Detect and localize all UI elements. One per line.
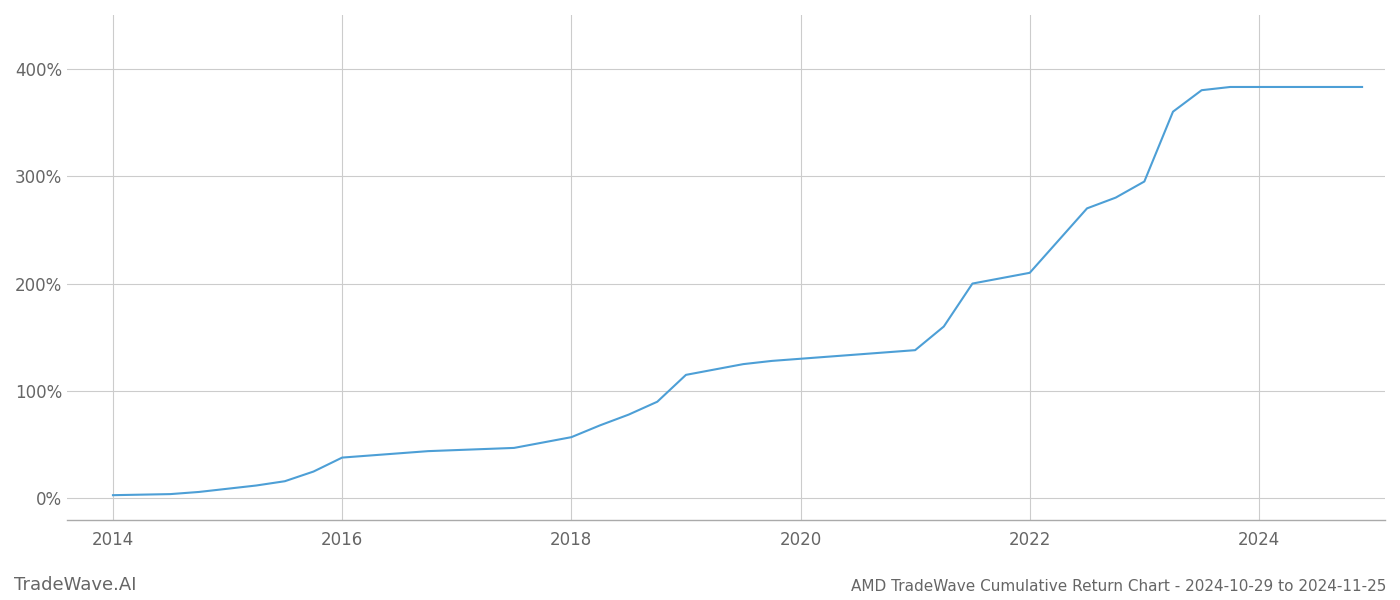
- Text: AMD TradeWave Cumulative Return Chart - 2024-10-29 to 2024-11-25: AMD TradeWave Cumulative Return Chart - …: [851, 579, 1386, 594]
- Text: TradeWave.AI: TradeWave.AI: [14, 576, 137, 594]
